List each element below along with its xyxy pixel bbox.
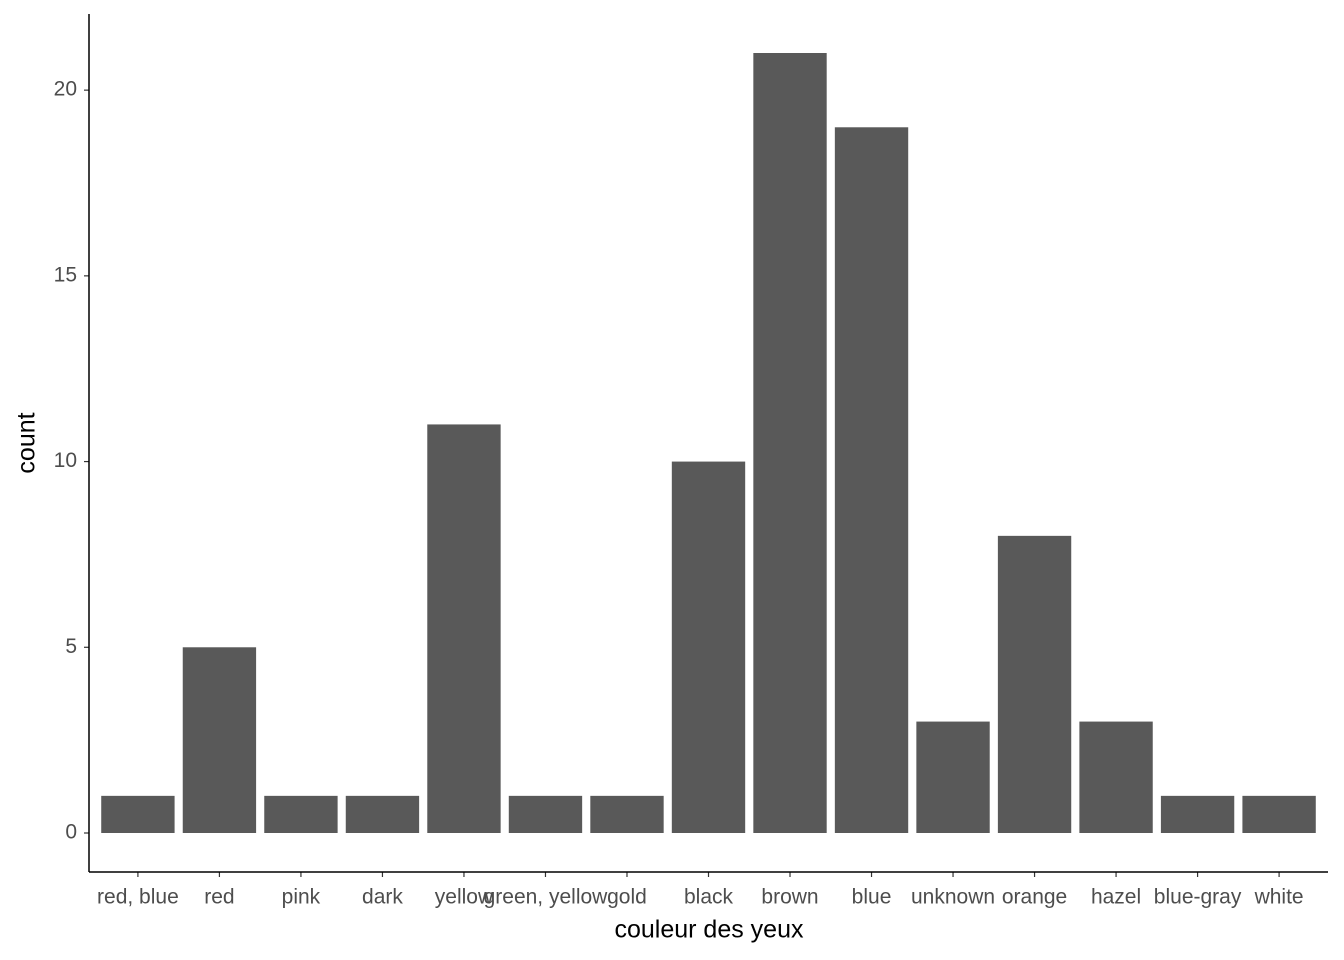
y-tick-label: 5 [65, 635, 77, 658]
bar [1242, 795, 1316, 833]
bar [997, 535, 1072, 833]
x-tick-label: blue [852, 886, 892, 909]
x-tick-label: black [684, 886, 734, 909]
x-tick-label: red [204, 886, 234, 909]
x-tick-label: dark [362, 886, 403, 909]
x-tick-label: hazel [1091, 886, 1141, 909]
bar [264, 795, 338, 833]
bar [508, 795, 583, 833]
x-tick-label: brown [761, 886, 818, 909]
x-tick-label: orange [1002, 886, 1067, 909]
x-tick-label: gold [607, 886, 647, 909]
bar [916, 721, 990, 833]
bar [427, 424, 501, 833]
x-tick-label: pink [282, 886, 321, 909]
bar [1079, 721, 1153, 833]
x-tick-label: unknown [911, 886, 995, 909]
x-tick-label: blue-gray [1154, 886, 1242, 909]
y-tick-label: 20 [54, 78, 77, 101]
bar [590, 795, 664, 833]
bar [182, 647, 257, 833]
bar [834, 127, 909, 834]
x-axis-title: couleur des yeux [614, 916, 804, 944]
bar [671, 461, 746, 833]
bar [1160, 795, 1235, 833]
y-tick-label: 15 [54, 263, 77, 286]
y-tick-label: 10 [54, 449, 77, 472]
x-tick-label: white [1254, 886, 1304, 909]
bar [101, 795, 175, 833]
x-tick-label: red, blue [97, 886, 179, 909]
x-tick-label: yellow [435, 886, 494, 909]
x-tick-label: green, yellow [484, 886, 609, 909]
bar [345, 795, 420, 833]
y-axis-title: count [13, 412, 41, 473]
y-tick-label: 0 [65, 821, 77, 844]
bar [753, 53, 827, 833]
